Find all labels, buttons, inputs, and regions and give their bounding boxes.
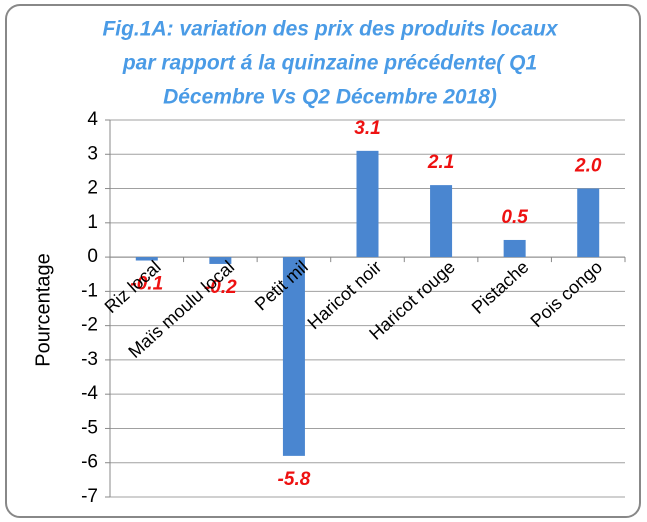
value-label: -0.2 (204, 277, 237, 298)
value-label: 2.1 (427, 152, 454, 173)
value-label: -5.8 (278, 469, 311, 490)
value-label: -0.1 (130, 274, 163, 295)
bar (430, 185, 453, 258)
bar (282, 257, 305, 456)
bar (577, 188, 600, 258)
chart-title-line: Fig.1A: variation des prix des produits … (102, 18, 558, 41)
bar (503, 239, 526, 258)
chart-title-line: Décembre Vs Q2 Décembre 2018) (163, 86, 497, 109)
y-tick-label: -4 (81, 383, 98, 404)
y-tick-label: 3 (87, 143, 98, 164)
y-tick-label: -1 (81, 280, 98, 301)
value-label: 0.5 (501, 207, 528, 228)
y-tick-label: 0 (87, 246, 98, 267)
chart-title-line: par rapport á la quinzaine précédente( Q… (122, 52, 537, 75)
y-axis-label: Pourcentage (32, 253, 54, 366)
value-label: 3.1 (354, 118, 380, 139)
y-tick-label: -3 (81, 349, 98, 370)
y-tick-label: -7 (81, 486, 98, 507)
bar (209, 257, 232, 264)
chart-border (5, 4, 641, 518)
value-label: 2.0 (574, 156, 602, 177)
y-tick-label: 2 (87, 178, 98, 199)
y-tick-label: 1 (87, 212, 98, 233)
bar (135, 257, 158, 261)
y-tick-label: 4 (87, 109, 98, 130)
y-tick-label: -5 (81, 417, 98, 438)
y-tick-label: -6 (81, 452, 98, 473)
y-tick-label: -2 (81, 315, 98, 336)
bar (356, 150, 379, 258)
